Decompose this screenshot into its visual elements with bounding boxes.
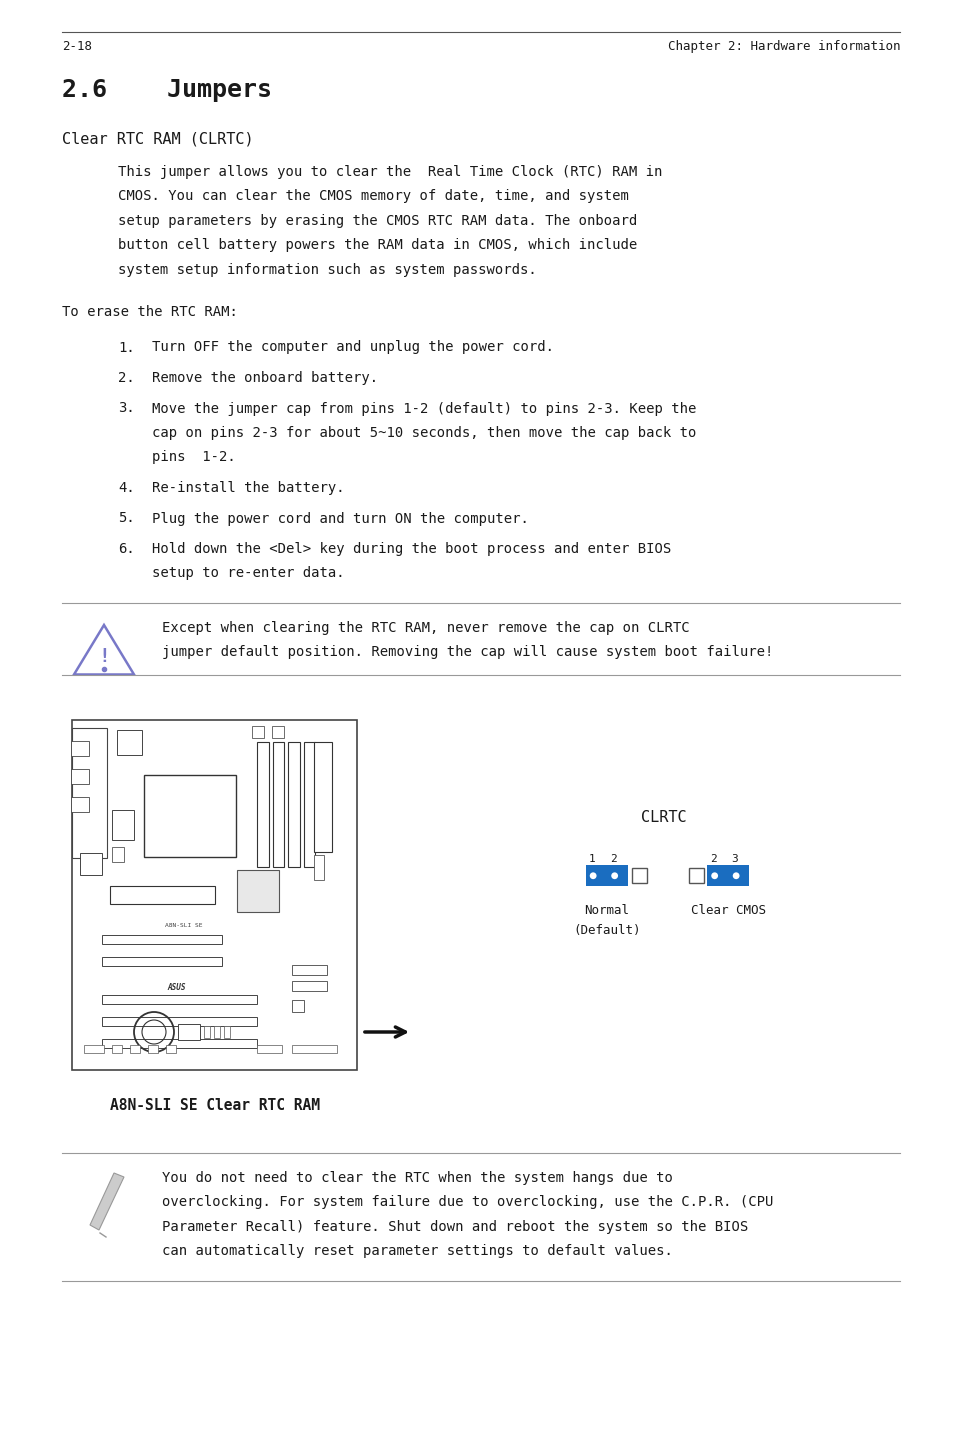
Text: 3: 3 xyxy=(731,854,738,864)
Text: To erase the RTC RAM:: To erase the RTC RAM: xyxy=(62,305,237,319)
Bar xyxy=(707,866,749,886)
Text: 5.: 5. xyxy=(118,512,134,525)
Bar xyxy=(292,981,327,991)
Circle shape xyxy=(611,873,618,879)
Text: Except when clearing the RTC RAM, never remove the cap on CLRTC: Except when clearing the RTC RAM, never … xyxy=(162,621,689,636)
Bar xyxy=(144,775,235,857)
Bar xyxy=(71,720,356,1070)
Text: Plug the power cord and turn ON the computer.: Plug the power cord and turn ON the comp… xyxy=(152,512,528,525)
Circle shape xyxy=(711,873,718,879)
Bar xyxy=(631,869,646,883)
Bar xyxy=(213,1025,220,1038)
Bar xyxy=(71,797,89,812)
Bar xyxy=(178,1024,200,1040)
Text: Remove the onboard battery.: Remove the onboard battery. xyxy=(152,371,377,385)
Circle shape xyxy=(732,873,739,879)
Bar xyxy=(166,1045,175,1053)
Text: Turn OFF the computer and unplug the power cord.: Turn OFF the computer and unplug the pow… xyxy=(152,341,554,355)
Bar xyxy=(303,742,314,867)
Bar xyxy=(252,726,264,738)
Text: 6.: 6. xyxy=(118,542,134,557)
Text: 2-18: 2-18 xyxy=(62,40,91,53)
Text: CLRTC: CLRTC xyxy=(640,810,685,825)
Text: 2: 2 xyxy=(609,854,616,864)
Bar xyxy=(292,965,327,975)
Bar xyxy=(288,742,299,867)
Polygon shape xyxy=(90,1173,124,1229)
Bar xyxy=(272,726,284,738)
Circle shape xyxy=(589,873,596,879)
Text: setup parameters by erasing the CMOS RTC RAM data. The onboard: setup parameters by erasing the CMOS RTC… xyxy=(118,214,637,229)
Bar xyxy=(110,886,214,905)
Text: pins  1-2.: pins 1-2. xyxy=(152,450,235,464)
Bar xyxy=(314,856,324,880)
Text: overclocking. For system failure due to overclocking, use the C.P.R. (CPU: overclocking. For system failure due to … xyxy=(162,1195,773,1209)
Text: ASUS: ASUS xyxy=(168,984,186,992)
Bar xyxy=(256,742,268,867)
Bar xyxy=(71,769,89,784)
Bar xyxy=(102,958,222,966)
Text: button cell battery powers the RAM data in CMOS, which include: button cell battery powers the RAM data … xyxy=(118,239,637,253)
Bar xyxy=(292,1045,336,1053)
Bar xyxy=(102,1040,256,1048)
Bar xyxy=(112,810,133,840)
Text: A8N-SLI SE Clear RTC RAM: A8N-SLI SE Clear RTC RAM xyxy=(110,1099,319,1113)
Text: This jumper allows you to clear the  Real Time Clock (RTC) RAM in: This jumper allows you to clear the Real… xyxy=(118,165,661,178)
Text: Chapter 2: Hardware information: Chapter 2: Hardware information xyxy=(667,40,899,53)
Text: 1.: 1. xyxy=(118,341,134,355)
Text: 2.6    Jumpers: 2.6 Jumpers xyxy=(62,78,272,102)
Text: (Default): (Default) xyxy=(573,925,640,938)
Bar xyxy=(102,1017,256,1025)
Text: setup to re-enter data.: setup to re-enter data. xyxy=(152,567,344,581)
Bar xyxy=(112,1045,122,1053)
Bar xyxy=(236,870,278,912)
Text: Re-install the battery.: Re-install the battery. xyxy=(152,480,344,495)
Text: 3.: 3. xyxy=(118,401,134,416)
Bar xyxy=(130,1045,140,1053)
Bar xyxy=(688,869,703,883)
Text: CMOS. You can clear the CMOS memory of date, time, and system: CMOS. You can clear the CMOS memory of d… xyxy=(118,190,628,204)
Text: Hold down the <Del> key during the boot process and enter BIOS: Hold down the <Del> key during the boot … xyxy=(152,542,671,557)
Bar xyxy=(112,847,124,861)
Bar xyxy=(224,1025,230,1038)
Text: 4.: 4. xyxy=(118,480,134,495)
Text: can automatically reset parameter settings to default values.: can automatically reset parameter settin… xyxy=(162,1244,672,1258)
Text: !: ! xyxy=(98,647,110,666)
Text: cap on pins 2-3 for about 5~10 seconds, then move the cap back to: cap on pins 2-3 for about 5~10 seconds, … xyxy=(152,426,696,440)
Text: Clear RTC RAM (CLRTC): Clear RTC RAM (CLRTC) xyxy=(62,132,253,147)
Text: You do not need to clear the RTC when the system hangs due to: You do not need to clear the RTC when th… xyxy=(162,1171,672,1185)
Bar xyxy=(314,742,332,851)
Text: Parameter Recall) feature. Shut down and reboot the system so the BIOS: Parameter Recall) feature. Shut down and… xyxy=(162,1219,747,1234)
Text: 2: 2 xyxy=(709,854,716,864)
Bar xyxy=(71,728,107,858)
Text: jumper default position. Removing the cap will cause system boot failure!: jumper default position. Removing the ca… xyxy=(162,646,773,660)
Text: Move the jumper cap from pins 1-2 (default) to pins 2-3. Keep the: Move the jumper cap from pins 1-2 (defau… xyxy=(152,401,696,416)
Text: Normal: Normal xyxy=(584,905,629,917)
Bar xyxy=(84,1045,104,1053)
Text: Clear CMOS: Clear CMOS xyxy=(690,905,765,917)
Text: 1: 1 xyxy=(588,854,595,864)
Bar xyxy=(256,1045,282,1053)
Bar xyxy=(292,999,304,1012)
Bar xyxy=(102,935,222,943)
Bar xyxy=(148,1045,158,1053)
Bar xyxy=(71,741,89,756)
Text: 2.: 2. xyxy=(118,371,134,385)
Bar xyxy=(80,853,102,874)
Bar xyxy=(273,742,284,867)
Bar xyxy=(117,731,142,755)
Bar xyxy=(204,1025,210,1038)
Bar xyxy=(585,866,627,886)
Bar xyxy=(102,995,256,1004)
Text: system setup information such as system passwords.: system setup information such as system … xyxy=(118,263,537,278)
Text: A8N-SLI SE: A8N-SLI SE xyxy=(165,923,203,929)
